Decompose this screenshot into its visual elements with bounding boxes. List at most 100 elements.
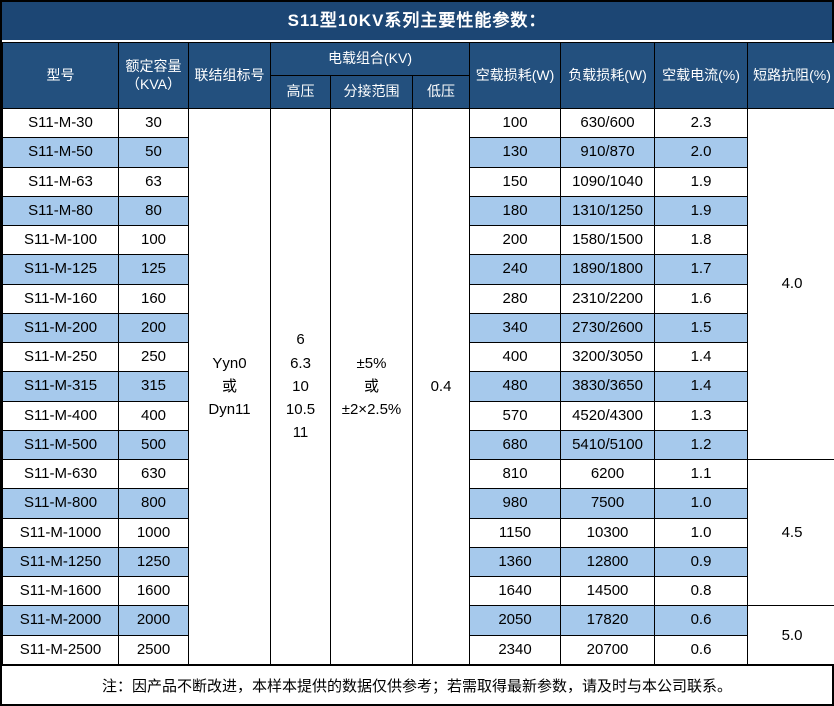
no-load-loss-cell: 1640	[469, 575, 562, 607]
no-load-current-cell: 2.3	[654, 107, 749, 139]
table-row: S11-M-630 630 810 6200 1.1 4.5	[2, 458, 834, 607]
table-row: S11-M-160 160 280 2310/2200 1.6	[2, 283, 834, 314]
low-voltage-cell: 0.4	[411, 108, 471, 665]
load-loss-cell: 3200/3050	[560, 341, 656, 373]
load-loss-cell: 14500	[560, 575, 656, 607]
impedance-cell: 4.0	[747, 108, 834, 460]
load-loss-cell: 630/600	[560, 107, 656, 139]
capacity-cell: 2500	[118, 634, 189, 665]
impedance-cell: 4.5	[747, 458, 834, 607]
spec-table: 型号 额定容量 （KVA） 联结组标号 电载组合(KV) 空载损耗(W) 负载损耗…	[2, 42, 834, 665]
load-loss-cell: 1090/1040	[560, 166, 656, 197]
model-cell: S11-M-250	[2, 341, 119, 373]
capacity-cell: 2000	[118, 605, 189, 636]
load-loss-cell: 17820	[560, 605, 656, 636]
no-load-current-cell: 1.6	[654, 283, 749, 314]
table-body: S11-M-30 30 Yyn0 或 Dyn11 6 6.3 10 10.5 11 ±5% 或 ±2×2…	[2, 107, 834, 665]
model-cell: S11-M-1000	[2, 517, 119, 548]
footer-note: 注：因产品不断改进，本样本提供的数据仅供参考；若需取得最新参数，请及时与本公司联…	[2, 665, 832, 704]
no-load-current-cell: 0.9	[654, 546, 749, 578]
model-cell: S11-M-50	[2, 137, 119, 168]
capacity-cell: 630	[118, 458, 189, 490]
model-cell: S11-M-80	[2, 195, 119, 227]
table-row: S11-M-1600 1600 1640 14500 0.8	[2, 575, 834, 607]
no-load-loss-cell: 150	[469, 166, 562, 197]
model-cell: S11-M-63	[2, 166, 119, 197]
no-load-loss-cell: 280	[469, 283, 562, 314]
capacity-cell: 80	[118, 195, 189, 227]
capacity-cell: 1250	[118, 546, 189, 578]
col-header-connection: 联结组标号	[188, 42, 271, 109]
model-cell: S11-M-1250	[2, 546, 119, 578]
model-cell: S11-M-100	[2, 224, 119, 256]
model-cell: S11-M-2000	[2, 605, 119, 636]
model-cell: S11-M-315	[2, 371, 119, 402]
col-header-no-load-loss: 空载损耗(W)	[469, 42, 562, 109]
table-header: 型号 额定容量 （KVA） 联结组标号 电载组合(KV) 空载损耗(W) 负载损耗…	[2, 42, 834, 109]
no-load-current-cell: 1.3	[654, 400, 749, 431]
capacity-cell: 200	[118, 312, 189, 344]
table-row: S11-M-1250 1250 1360 12800 0.9	[2, 546, 834, 578]
load-loss-cell: 2730/2600	[560, 312, 656, 344]
no-load-current-cell: 0.6	[654, 634, 749, 665]
load-loss-cell: 4520/4300	[560, 400, 656, 431]
table-row: S11-M-30 30 Yyn0 或 Dyn11 6 6.3 10 10.5 11 ±5% 或 ±2×2…	[2, 107, 834, 665]
model-cell: S11-M-30	[2, 107, 119, 139]
page-title: S11型10KV系列主要性能参数：	[2, 2, 832, 42]
table-row: S11-M-125 125 240 1890/1800 1.7	[2, 254, 834, 285]
load-loss-cell: 20700	[560, 634, 656, 665]
col-header-load-combo: 电载组合(KV)	[269, 42, 471, 76]
model-cell: S11-M-500	[2, 429, 119, 461]
no-load-current-cell: 1.9	[654, 195, 749, 227]
no-load-loss-cell: 2050	[469, 605, 562, 636]
capacity-cell: 315	[118, 371, 189, 402]
table-row: S11-M-2000 2000 2050 17820 0.6 5.0	[2, 605, 834, 665]
no-load-current-cell: 1.9	[654, 166, 749, 197]
impedance-cell: 5.0	[747, 605, 834, 665]
no-load-loss-cell: 200	[469, 224, 562, 256]
col-header-impedance: 短路抗阻(%)	[747, 42, 834, 109]
no-load-loss-cell: 680	[469, 429, 562, 461]
col-header-tap-range: 分接范围	[330, 75, 413, 109]
load-loss-cell: 2310/2200	[560, 283, 656, 314]
header-row-1: 型号 额定容量 （KVA） 联结组标号 电载组合(KV) 空载损耗(W) 负载损耗…	[2, 42, 834, 109]
connection-group-cell: Yyn0 或 Dyn11	[188, 108, 271, 665]
no-load-loss-cell: 980	[469, 488, 562, 519]
no-load-current-cell: 1.0	[654, 488, 749, 519]
tap-range-cell: ±5% 或 ±2×2.5%	[330, 108, 413, 665]
no-load-current-cell: 1.5	[654, 312, 749, 344]
no-load-loss-cell: 400	[469, 341, 562, 373]
table-row: S11-M-800 800 980 7500 1.0	[2, 488, 834, 519]
table-row: S11-M-50 50 130 910/870 2.0	[2, 137, 834, 168]
no-load-loss-cell: 180	[469, 195, 562, 227]
capacity-cell: 1000	[118, 517, 189, 548]
table-row: S11-M-63 63 150 1090/1040 1.9	[2, 166, 834, 197]
load-loss-cell: 1890/1800	[560, 254, 656, 285]
no-load-current-cell: 1.1	[654, 458, 749, 490]
col-header-capacity: 额定容量 （KVA）	[118, 42, 189, 109]
table-row: S11-M-100 100 200 1580/1500 1.8	[2, 224, 834, 256]
capacity-cell: 63	[118, 166, 189, 197]
no-load-loss-cell: 2340	[469, 634, 562, 665]
no-load-loss-cell: 1360	[469, 546, 562, 578]
table-row: S11-M-2500 2500 2340 20700 0.6	[2, 634, 834, 665]
capacity-cell: 400	[118, 400, 189, 431]
no-load-loss-cell: 810	[469, 458, 562, 490]
no-load-current-cell: 1.8	[654, 224, 749, 256]
model-cell: S11-M-630	[2, 458, 119, 490]
model-cell: S11-M-125	[2, 254, 119, 285]
capacity-cell: 800	[118, 488, 189, 519]
table-row: S11-M-200 200 340 2730/2600 1.5	[2, 312, 834, 344]
model-cell: S11-M-160	[2, 283, 119, 314]
col-header-model: 型号	[2, 42, 119, 109]
header-row-2: 高压 分接范围 低压	[3, 75, 834, 109]
load-loss-cell: 3830/3650	[560, 371, 656, 402]
no-load-current-cell: 1.4	[654, 341, 749, 373]
model-cell: S11-M-800	[2, 488, 119, 519]
model-cell: S11-M-2500	[2, 634, 119, 665]
table-row: S11-M-500 500 680 5410/5100 1.2	[2, 429, 834, 461]
no-load-current-cell: 1.7	[654, 254, 749, 285]
no-load-loss-cell: 340	[469, 312, 562, 344]
load-loss-cell: 910/870	[560, 137, 656, 168]
capacity-cell: 125	[118, 254, 189, 285]
